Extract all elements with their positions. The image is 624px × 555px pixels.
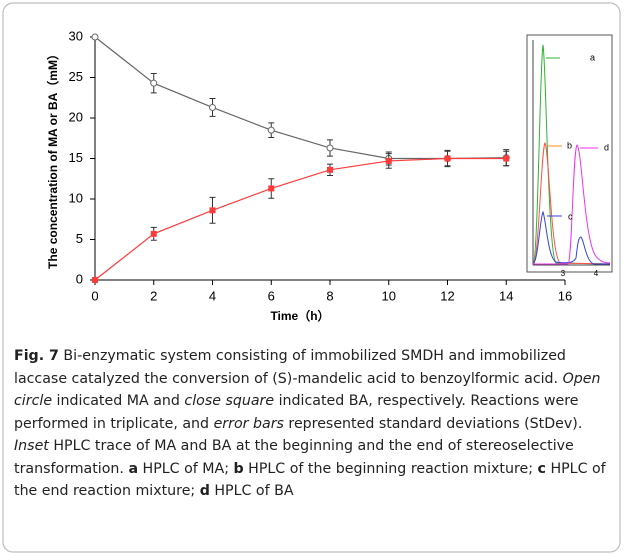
point xyxy=(327,166,333,173)
y-tick-label: 10 xyxy=(69,190,83,205)
point xyxy=(503,155,510,162)
caption-run: a xyxy=(128,460,139,477)
x-tick-label: 14 xyxy=(499,288,513,303)
caption-run: HPLC of MA; xyxy=(138,460,234,477)
inset xyxy=(526,34,613,273)
point xyxy=(444,155,451,162)
point xyxy=(385,157,392,164)
point xyxy=(326,144,334,152)
trace-c xyxy=(532,210,610,265)
point xyxy=(91,33,99,41)
inset-tick-label: 4 xyxy=(594,269,599,278)
y-tick-label: 0 xyxy=(76,271,83,286)
y-tick-label: 25 xyxy=(69,69,83,84)
trace-b xyxy=(532,141,611,265)
trace-d xyxy=(533,144,611,265)
inset-peak-label: b xyxy=(567,140,572,150)
caption-run: HPLC trace of MA and BA at the beginning… xyxy=(14,438,574,477)
caption-run: represented standard deviations (StDev). xyxy=(283,415,583,432)
inset-peak-label: a xyxy=(590,52,595,62)
inset-frame xyxy=(526,34,613,273)
point xyxy=(209,207,216,214)
caption-run: Fig. 7 xyxy=(14,348,59,364)
point xyxy=(267,126,275,134)
caption-run: b xyxy=(233,460,244,477)
y-axis-label: The concentration of MA or BA（mM） xyxy=(45,48,60,269)
caption-run: Open circle xyxy=(14,370,601,410)
inset-tick-label: 3 xyxy=(561,269,566,278)
point xyxy=(268,185,275,192)
x-tick-label: 16 xyxy=(558,288,572,303)
caption-run: Bi-enzymatic system consisting of immobi… xyxy=(14,348,566,387)
caption-run: close square xyxy=(184,393,275,409)
point xyxy=(209,103,216,111)
y-tick-label: 15 xyxy=(69,150,83,165)
inset-peak-label: d xyxy=(604,142,609,152)
point xyxy=(92,277,98,283)
caption-run: c xyxy=(537,460,546,477)
point xyxy=(150,79,158,87)
y-tick-label: 30 xyxy=(69,28,83,43)
x-tick-label: 10 xyxy=(382,288,396,303)
caption: Fig. 7 Bi-enzymatic system consisting of… xyxy=(14,345,612,503)
caption-run: error bars xyxy=(213,415,284,432)
x-tick-label: 2 xyxy=(150,288,157,303)
series-line xyxy=(94,36,507,160)
caption-run: HPLC of the beginning reaction mixture; xyxy=(243,460,538,477)
x-tick-label: 12 xyxy=(440,288,454,303)
caption-run: HPLC of the end reaction mixture; xyxy=(14,460,606,500)
inset-peak-label: c xyxy=(568,211,573,221)
x-axis-label: Time（h） xyxy=(270,308,329,323)
caption-run: d xyxy=(199,483,210,499)
x-tick-label: 8 xyxy=(326,288,333,303)
caption-run: indicated MA and xyxy=(52,393,185,409)
x-tick-label: 0 xyxy=(91,288,98,303)
caption-run: indicated BA, respectively. Reactions we… xyxy=(14,393,579,432)
series-line xyxy=(94,157,507,281)
caption-run: HPLC of BA xyxy=(209,483,294,499)
x-tick-label: 6 xyxy=(268,288,275,303)
trace-a xyxy=(532,44,611,265)
x-tick-label: 4 xyxy=(209,288,216,303)
y-tick-label: 20 xyxy=(69,109,83,124)
caption-run: Inset xyxy=(14,438,49,454)
point xyxy=(150,230,157,237)
y-tick-label: 5 xyxy=(76,231,83,246)
